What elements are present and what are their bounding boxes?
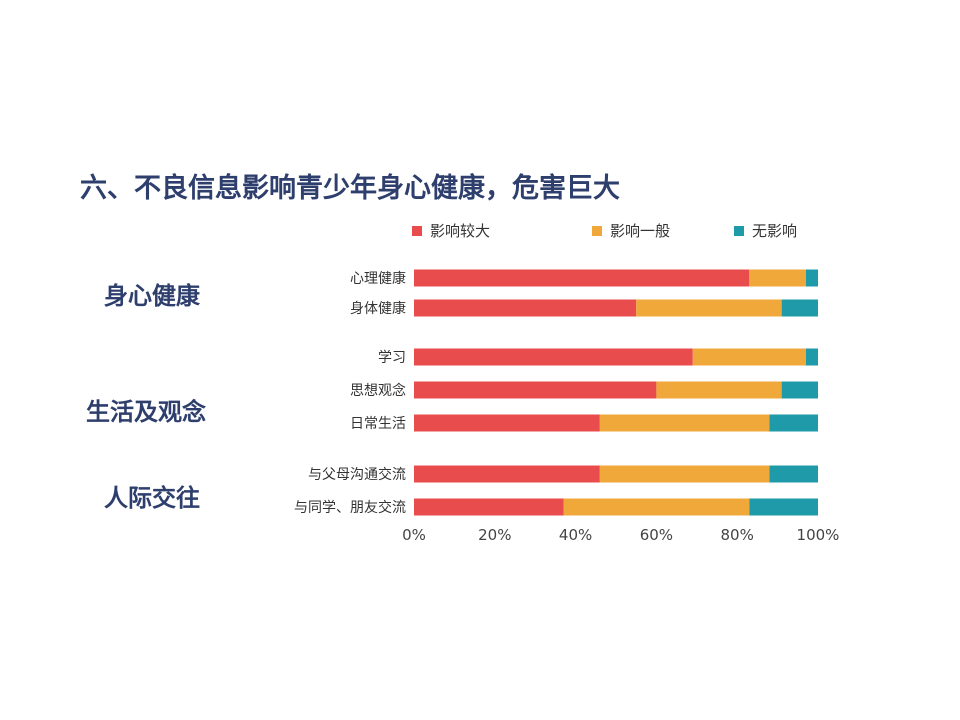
group-label-life-and-values: 生活及观念 [86,398,206,426]
x-tick-label-1: 0% [402,526,426,544]
bar-segment-2-series-3 [781,299,818,317]
bar-segment-7-series-2 [563,498,750,516]
bar-segment-1-series-3 [805,269,818,287]
legend-swatch-moderate-impact [592,225,602,236]
bar-segment-4-series-1 [414,381,657,399]
group-label-physical-mental-health: 身心健康 [104,282,200,310]
x-tick-label-5: 80% [721,526,754,544]
category-label-6: 与父母沟通交流 [308,466,406,483]
bar-segment-4-series-2 [656,381,782,399]
legend-swatch-no-impact [734,225,744,236]
x-tick-labels-layer: 0% 20% 40% 60% 80% 100% [402,526,839,544]
group-label-social-interaction: 人际交往 [104,484,200,512]
bar-segment-2-series-2 [636,299,782,317]
category-label-4: 思想观念 [350,382,406,399]
bar-segment-2-series-1 [414,299,637,317]
category-label-7: 与同学、朋友交流 [294,499,406,516]
x-tick-label-3: 40% [559,526,592,544]
legend-label-moderate-impact: 影响一般 [610,222,671,240]
bar-segment-5-series-1 [414,414,600,432]
x-tick-label-2: 20% [478,526,511,544]
bar-segment-3-series-3 [805,348,818,366]
bars-layer [414,269,818,516]
bar-segment-5-series-3 [769,414,818,432]
legend-label-high-impact: 影响较大 [430,222,491,240]
bar-segment-6-series-2 [599,465,770,483]
category-label-3: 学习 [378,350,406,366]
bar-segment-4-series-3 [781,381,818,399]
category-label-1: 心理健康 [350,270,406,287]
legend-swatch-high-impact [412,225,422,236]
legend-label-no-impact: 无影响 [752,222,798,240]
bar-segment-7-series-3 [749,498,818,516]
bar-segment-6-series-1 [414,465,600,483]
legend-item-high-impact: 影响较大 [412,220,490,241]
bar-segment-5-series-2 [599,414,770,432]
category-label-5: 日常生活 [350,416,406,432]
bar-segment-1-series-1 [414,269,750,287]
bar-segment-3-series-1 [414,348,693,366]
legend-item-moderate-impact: 影响一般 [592,220,670,241]
legend-item-no-impact: 无影响 [734,220,797,241]
bar-segment-1-series-2 [749,269,806,287]
x-tick-label-4: 60% [640,526,673,544]
bar-segment-6-series-3 [769,465,818,483]
chart-title: 六、不良信息影响青少年身心健康，危害巨大 [80,173,620,204]
category-label-2: 身体健康 [350,300,406,317]
x-tick-label-6: 100% [797,526,840,544]
bar-segment-7-series-1 [414,498,564,516]
bar-segment-3-series-2 [692,348,806,366]
